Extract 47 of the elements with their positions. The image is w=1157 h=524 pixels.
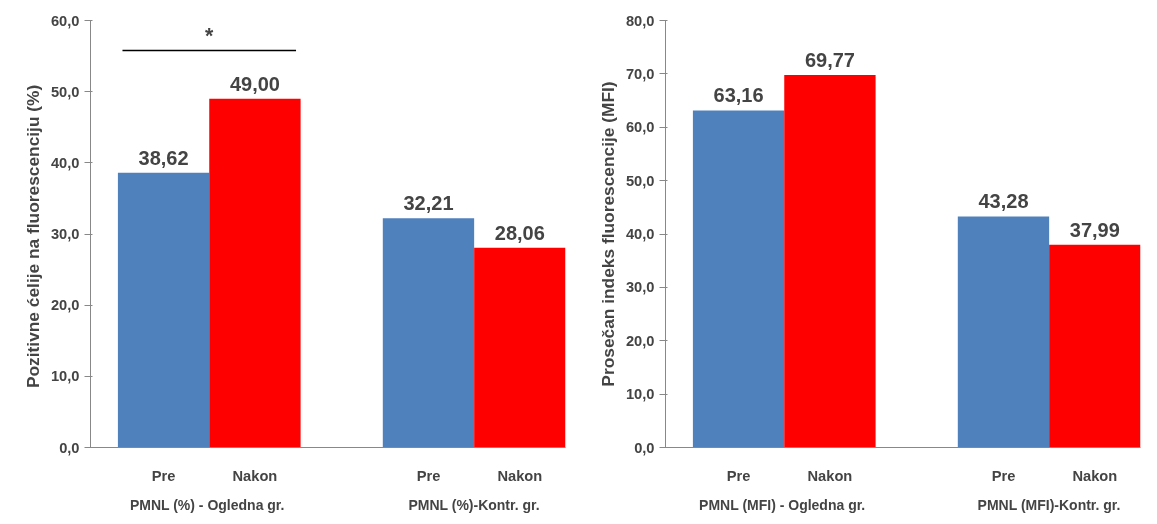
data-label: 63,16: [713, 84, 764, 107]
text: Nakon: [497, 467, 543, 484]
bar: [382, 218, 475, 448]
y-tick-label: 70,0: [625, 65, 655, 82]
y-tick-label: 50,0: [625, 172, 655, 189]
bar: [784, 75, 876, 448]
x-tick-label: PMNL (%) - Ogledna gr.: [129, 496, 285, 513]
y-tick-label: 10,0: [625, 386, 655, 403]
y-tick-label: 50,0: [50, 83, 80, 100]
y-axis-title: Prosečan indeks fluorescencije (MFI): [597, 81, 618, 387]
series-label: Nakon: [807, 467, 853, 484]
data-label: 28,06: [494, 221, 545, 244]
text: Pre: [416, 467, 441, 484]
y-tick-label: 10,0: [50, 368, 80, 385]
y-tick-label: 40,0: [50, 154, 80, 171]
bar: [957, 216, 1050, 448]
bar: [692, 110, 785, 448]
y-tick-label: 20,0: [625, 332, 655, 349]
y-tick-label: 40,0: [625, 226, 655, 242]
y-axis-title: Pozitivne ćelije na fluorescenciju (%): [22, 84, 43, 389]
y-tick-label: 80,0: [625, 12, 655, 29]
series-label: Pre: [726, 467, 751, 484]
y-tick-label: 0,0: [59, 439, 80, 456]
annotation: *: [205, 24, 215, 49]
data-label: 43,28: [978, 190, 1029, 213]
y-tick-label: 20,0: [50, 297, 80, 314]
x-tick-label: PMNL (MFI)-Kontr. gr.: [977, 496, 1121, 513]
x-tick-label: PMNL (%)-Kontr. gr.: [408, 496, 540, 513]
text: Nakon: [1072, 467, 1118, 484]
series-label: Nakon: [232, 467, 278, 484]
y-tick-label: 60,0: [625, 119, 655, 136]
bar: [209, 98, 301, 448]
bar: [474, 247, 566, 448]
data-label: 37,99: [1069, 218, 1120, 241]
data-label: 38,62: [138, 146, 189, 169]
series-label: Pre: [151, 467, 176, 484]
data-label: 49,00: [229, 72, 280, 95]
bar: [117, 172, 210, 448]
text: Pre: [991, 467, 1016, 484]
y-tick-label: 30,0: [50, 226, 80, 242]
bar: [1049, 244, 1141, 448]
y-tick-label: 60,0: [50, 12, 80, 29]
x-tick-label: PMNL (MFI) - Ogledna gr.: [699, 496, 866, 513]
data-label: 69,77: [804, 49, 855, 72]
y-tick-label: 0,0: [634, 439, 655, 456]
data-label: 32,21: [403, 192, 454, 215]
y-tick-label: 30,0: [625, 279, 655, 296]
